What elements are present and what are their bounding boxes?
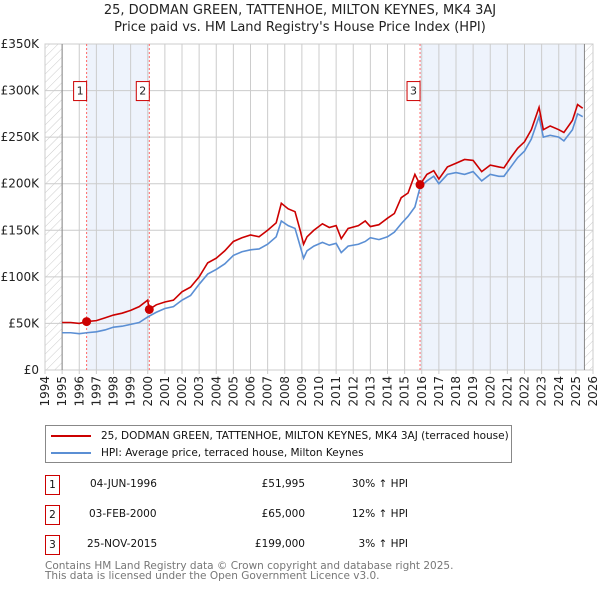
y-tick-label: £350K — [1, 37, 41, 51]
x-tick-label: 2014 — [381, 376, 395, 407]
sale-label-box — [406, 81, 421, 102]
x-tick-label: 2004 — [209, 376, 223, 407]
x-tick-label: 2017 — [432, 376, 446, 407]
x-tick-label: 2003 — [192, 376, 206, 407]
x-tick-label: 1994 — [38, 376, 52, 407]
footer-licence: This data is licensed under the Open Gov… — [45, 570, 380, 582]
footer: Contains HM Land Registry data © Crown c… — [45, 560, 454, 582]
x-tick-label: 2018 — [449, 376, 463, 407]
transaction-marker: 2 — [45, 505, 60, 525]
x-tick-label: 1995 — [55, 376, 69, 407]
hpi-line — [62, 112, 584, 335]
y-tick-label: £250K — [1, 130, 41, 144]
hatched-region — [584, 44, 593, 370]
x-tick-label: 2015 — [398, 376, 412, 407]
transaction-price: £199,000 — [254, 538, 305, 550]
y-tick-label: £200K — [1, 177, 41, 191]
x-tick-label: 2023 — [535, 376, 549, 407]
x-tick-label: 2012 — [346, 376, 360, 407]
x-tick-label: 2009 — [295, 376, 309, 407]
transaction-price: £51,995 — [261, 478, 305, 490]
sale-label-text: 1 — [77, 85, 84, 98]
transaction-date: 04-JUN-1996 — [90, 478, 157, 490]
legend-label-property: 25, DODMAN GREEN, TATTENHOE, MILTON KEYN… — [101, 430, 509, 442]
x-tick-label: 2022 — [518, 376, 532, 407]
plot-border — [44, 43, 594, 371]
y-tick-label: £150K — [1, 223, 41, 237]
x-tick-label: 2024 — [552, 376, 566, 407]
x-tick-label: 2019 — [466, 376, 480, 407]
x-tick-label: 2013 — [363, 376, 377, 407]
price-chart: 1994 1995 1996 1997 1998 1999 2000 2001 2002 2003… — [1, 37, 600, 407]
sale-label: 1 — [73, 81, 88, 102]
legend-item-property: 25, DODMAN GREEN, TATTENHOE, MILTON KEYN… — [51, 430, 509, 442]
sale-label-box — [135, 81, 150, 102]
x-tick-label: 2026 — [586, 376, 600, 407]
x-tick-label: 1997 — [89, 376, 103, 407]
x-tick-label: 2002 — [175, 376, 189, 407]
sale-point — [144, 304, 154, 314]
transaction-marker: 1 — [45, 475, 60, 495]
sale-label-box — [73, 81, 88, 102]
sale-label: 2 — [135, 81, 150, 102]
sale-label-text: 3 — [410, 85, 417, 98]
transaction-row: 1 04-JUN-1996 £51,995 30% ↑ HPI — [45, 475, 445, 495]
x-tick-label: 2020 — [483, 376, 497, 407]
x-tick-label: 1998 — [107, 376, 121, 407]
sale-point — [415, 180, 425, 190]
shaded-band — [420, 44, 585, 370]
x-tick-label: 2008 — [278, 376, 292, 407]
legend-swatch-property — [51, 435, 91, 437]
transaction-marker: 3 — [45, 535, 60, 555]
transaction-date: 25-NOV-2015 — [87, 538, 158, 550]
transaction-row: 2 03-FEB-2000 £65,000 12% ↑ HPI — [45, 505, 445, 525]
y-tick-label: £300K — [1, 84, 41, 98]
y-tick-label: £50K — [8, 316, 40, 330]
x-tick-label: 2006 — [244, 376, 258, 407]
footer-copyright: Contains HM Land Registry data © Crown c… — [45, 560, 454, 572]
transaction-row: 3 25-NOV-2015 £199,000 3% ↑ HPI — [45, 535, 445, 555]
transaction-hpi: 3% ↑ HPI — [358, 538, 408, 550]
transaction-date: 03-FEB-2000 — [89, 508, 157, 520]
y-tick-label: £0 — [24, 363, 39, 377]
x-tick-label: 2001 — [158, 376, 172, 407]
legend-item-hpi: HPI: Average price, terraced house, Milt… — [51, 447, 364, 459]
y-tick-label: £100K — [1, 270, 41, 284]
transaction-price: £65,000 — [261, 508, 305, 520]
legend-swatch-hpi — [51, 452, 91, 454]
x-tick-label: 2010 — [312, 376, 326, 407]
x-tick-label: 2005 — [226, 376, 240, 407]
x-tick-label: 2025 — [569, 376, 583, 407]
legend-label-hpi: HPI: Average price, terraced house, Milt… — [101, 447, 364, 459]
x-tick-label: 2011 — [329, 376, 343, 407]
sale-label-text: 2 — [139, 85, 146, 98]
sale-label: 3 — [406, 81, 421, 102]
sale-point — [82, 317, 92, 327]
x-tick-label: 1999 — [124, 376, 138, 407]
property-price-line — [62, 103, 584, 325]
chart-title-line1: 25, DODMAN GREEN, TATTENHOE, MILTON KEYN… — [103, 3, 497, 18]
x-tick-label: 2007 — [261, 376, 275, 407]
transaction-hpi: 12% ↑ HPI — [351, 508, 408, 520]
x-tick-label: 2021 — [500, 376, 514, 407]
x-tick-label: 2000 — [141, 376, 155, 407]
chart-title-line2: Price paid vs. HM Land Registry's House … — [114, 20, 486, 35]
legend: 25, DODMAN GREEN, TATTENHOE, MILTON KEYN… — [45, 425, 512, 463]
hatched-region — [45, 44, 63, 370]
transaction-hpi: 30% ↑ HPI — [351, 478, 408, 490]
x-tick-label: 1996 — [72, 376, 86, 407]
x-tick-label: 2016 — [415, 376, 429, 407]
